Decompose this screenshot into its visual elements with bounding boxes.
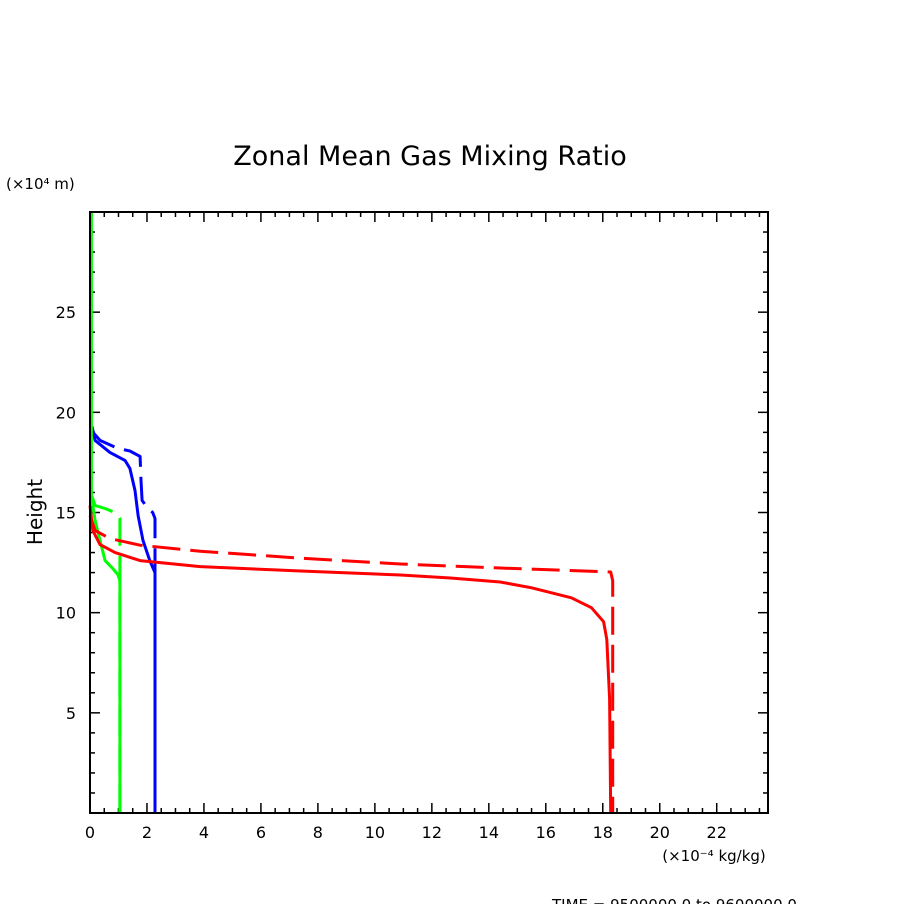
x-tick-label: 22 bbox=[707, 823, 727, 842]
x-tick-label: 20 bbox=[650, 823, 670, 842]
y-tick-label: 25 bbox=[56, 303, 76, 322]
series-line-0 bbox=[90, 426, 157, 813]
x-tick-label: 16 bbox=[536, 823, 556, 842]
y-tick-label: 10 bbox=[56, 604, 76, 623]
series-line-4 bbox=[88, 505, 613, 814]
x-tick-label: 4 bbox=[199, 823, 209, 842]
y-tick-label: 5 bbox=[66, 704, 76, 723]
y-tick-label: 20 bbox=[56, 403, 76, 422]
x-tick-label: 8 bbox=[313, 823, 323, 842]
x-tick-label: 0 bbox=[85, 823, 95, 842]
x-tick-label: 18 bbox=[593, 823, 613, 842]
series-line-5 bbox=[88, 515, 615, 813]
footer-time: TIME = 9500000.0 to 9600000.0 bbox=[551, 896, 797, 904]
x-axis-label: (×10⁻⁴ kg/kg) bbox=[662, 847, 766, 865]
series-line-3 bbox=[90, 496, 122, 813]
x-tick-label: 6 bbox=[256, 823, 266, 842]
y-axis-label: Height bbox=[23, 479, 47, 545]
chart-title: Zonal Mean Gas Mixing Ratio bbox=[233, 141, 626, 172]
series-line-1 bbox=[90, 430, 157, 813]
x-tick-label: 10 bbox=[365, 823, 385, 842]
x-tick-label: 14 bbox=[479, 823, 499, 842]
y-unit-label: (×10⁴ m) bbox=[6, 175, 75, 193]
plot-frame bbox=[89, 211, 769, 814]
y-tick-label: 15 bbox=[56, 504, 76, 523]
x-tick-label: 12 bbox=[422, 823, 442, 842]
x-tick-label: 2 bbox=[142, 823, 152, 842]
